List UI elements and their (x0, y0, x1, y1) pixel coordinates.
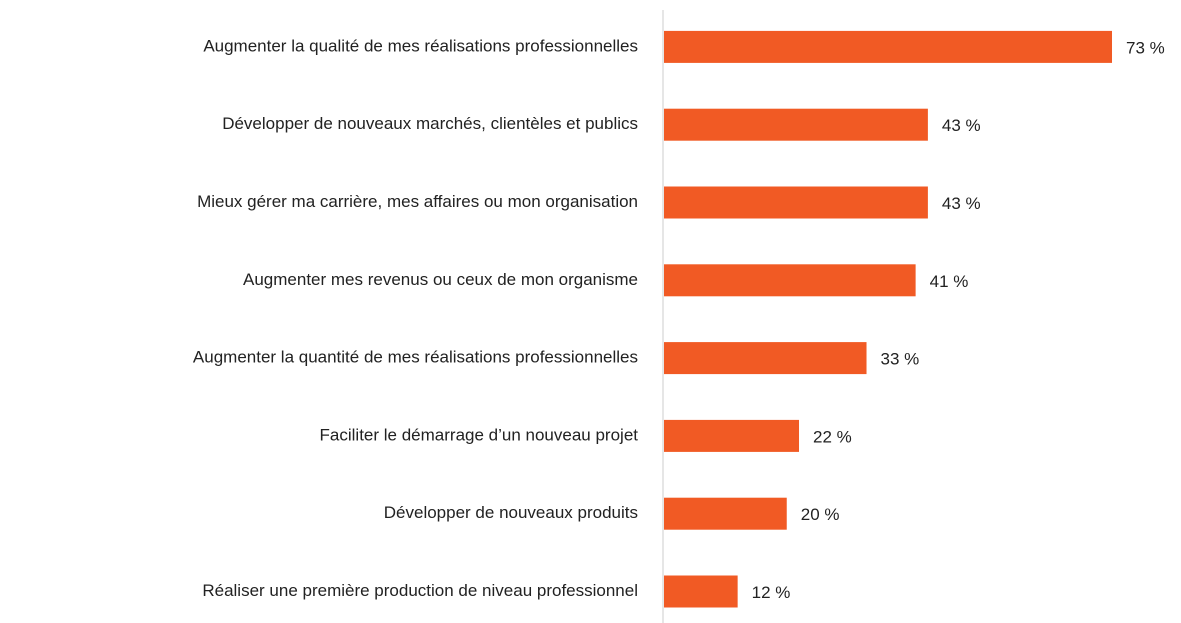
bar (664, 186, 928, 219)
value-label: 73 % (1126, 38, 1165, 57)
bar (664, 108, 928, 141)
category-label: Développer de nouveaux produits (384, 503, 638, 522)
value-label: 20 % (801, 505, 840, 524)
bar (664, 497, 787, 530)
category-label: Augmenter la qualité de mes réalisations… (203, 36, 638, 55)
bar (664, 575, 738, 608)
bar (664, 30, 1113, 63)
category-label: Augmenter la quantité de mes réalisation… (193, 348, 638, 367)
value-label: 22 % (813, 427, 852, 446)
category-label: Réaliser une première production de nive… (202, 581, 638, 600)
category-label: Mieux gérer ma carrière, mes affaires ou… (197, 192, 638, 211)
value-label: 43 % (942, 116, 981, 135)
bar (664, 264, 916, 297)
value-label: 43 % (942, 194, 981, 213)
value-label: 41 % (930, 272, 969, 291)
value-label: 33 % (881, 350, 920, 369)
category-label: Développer de nouveaux marchés, clientèl… (222, 114, 638, 133)
category-label: Faciliter le démarrage d’un nouveau proj… (320, 425, 639, 444)
value-label: 12 % (752, 583, 791, 602)
category-label: Augmenter mes revenus ou ceux de mon org… (243, 270, 638, 289)
bar (664, 419, 800, 452)
bar (664, 342, 867, 375)
